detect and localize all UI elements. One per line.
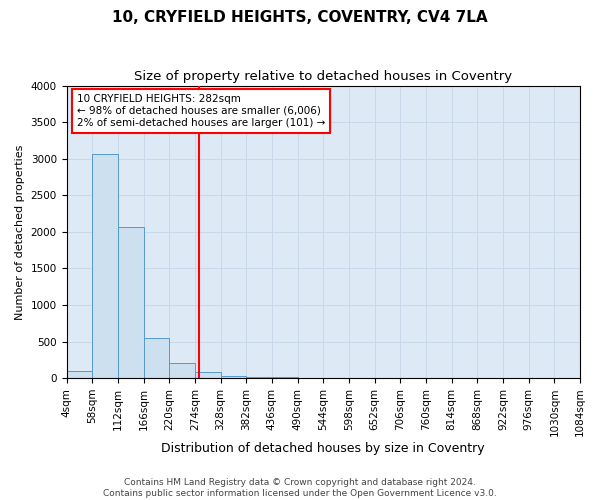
Bar [67,371,92,378]
Y-axis label: Number of detached properties: Number of detached properties [15,144,25,320]
Bar [143,338,169,378]
Text: 10, CRYFIELD HEIGHTS, COVENTRY, CV4 7LA: 10, CRYFIELD HEIGHTS, COVENTRY, CV4 7LA [112,10,488,25]
Bar [92,154,118,378]
Title: Size of property relative to detached houses in Coventry: Size of property relative to detached ho… [134,70,512,83]
Bar [246,376,272,378]
X-axis label: Distribution of detached houses by size in Coventry: Distribution of detached houses by size … [161,442,485,455]
Bar [221,376,246,378]
Bar [169,362,195,378]
Bar [195,372,221,378]
Text: 10 CRYFIELD HEIGHTS: 282sqm
← 98% of detached houses are smaller (6,006)
2% of s: 10 CRYFIELD HEIGHTS: 282sqm ← 98% of det… [77,94,325,128]
Text: Contains HM Land Registry data © Crown copyright and database right 2024.
Contai: Contains HM Land Registry data © Crown c… [103,478,497,498]
Bar [118,228,143,378]
